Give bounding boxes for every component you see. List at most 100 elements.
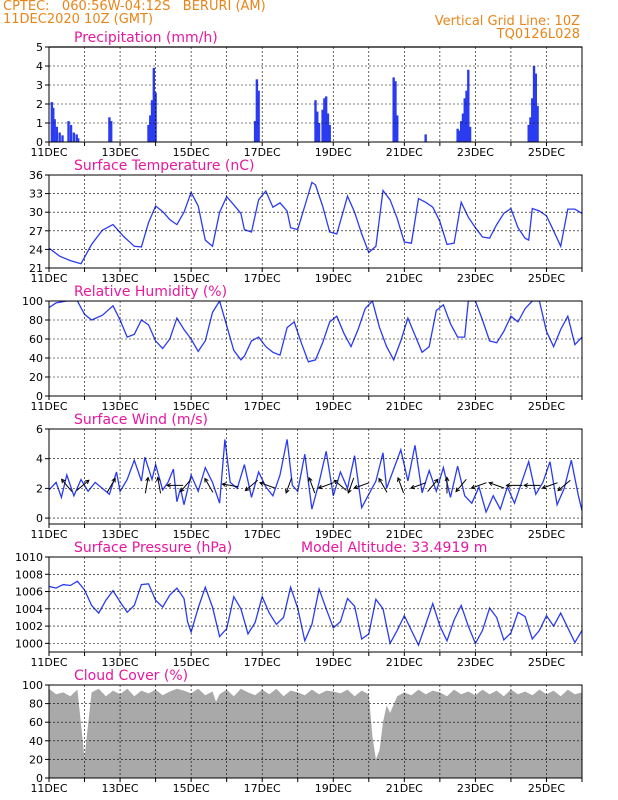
x-tick-label: 19DEC bbox=[315, 528, 352, 541]
panel-frame bbox=[48, 300, 583, 397]
wind-arrow bbox=[354, 482, 370, 489]
precip-bar bbox=[314, 100, 317, 142]
wind-arrow bbox=[378, 478, 388, 493]
wind-arrow-head bbox=[179, 487, 185, 493]
y-tick-label: 24 bbox=[29, 243, 43, 256]
x-tick-label: 23DEC bbox=[457, 146, 494, 159]
precip-bar bbox=[461, 113, 465, 142]
x-tick-label: 19DEC bbox=[315, 146, 352, 159]
series-line bbox=[49, 181, 582, 265]
y-tick-label: 1002 bbox=[15, 620, 43, 633]
y-tick-label: 1006 bbox=[15, 586, 43, 599]
y-tick-label: 2 bbox=[36, 482, 43, 495]
wind-arrow bbox=[259, 482, 276, 489]
wind-arrow-head bbox=[557, 486, 563, 492]
wind-arrow-head bbox=[111, 477, 116, 483]
precip-bar bbox=[468, 126, 472, 142]
panel-title: Relative Humidity (%) bbox=[74, 284, 227, 300]
panel-frame bbox=[48, 428, 583, 525]
y-tick-label: 1 bbox=[36, 117, 43, 130]
x-tick-label: 11DEC bbox=[30, 782, 67, 795]
y-tick-label: 36 bbox=[29, 169, 43, 182]
x-tick-label: 25DEC bbox=[528, 400, 565, 413]
precip-bar bbox=[61, 135, 64, 142]
precip-bar bbox=[392, 77, 395, 142]
y-tick-label: 20 bbox=[29, 753, 43, 766]
precip-bar bbox=[323, 98, 326, 142]
x-tick-label: 15DEC bbox=[173, 272, 210, 285]
x-tick-label: 13DEC bbox=[102, 146, 139, 159]
precip-bar bbox=[527, 124, 530, 142]
x-tick-label: 25DEC bbox=[528, 272, 565, 285]
precip-bar bbox=[394, 81, 397, 142]
panel-frame bbox=[48, 556, 583, 653]
wind-arrow-head bbox=[156, 476, 161, 482]
x-tick-label: 23DEC bbox=[457, 272, 494, 285]
panel-title: Surface Pressure (hPa) bbox=[74, 540, 232, 556]
precip-bar bbox=[109, 121, 113, 142]
y-tick-label: 1004 bbox=[15, 603, 43, 616]
precip-bar bbox=[255, 79, 259, 142]
precip-bar bbox=[326, 113, 330, 142]
x-tick-label: 15DEC bbox=[173, 528, 210, 541]
y-tick-label: 100 bbox=[22, 679, 43, 692]
y-tick-label: 100 bbox=[22, 295, 43, 308]
panel-title: Cloud Cover (%) bbox=[74, 668, 188, 684]
y-tick-label: 40 bbox=[29, 352, 43, 365]
y-tick-label: 80 bbox=[29, 314, 43, 327]
wind-arrow bbox=[204, 478, 214, 493]
wind-arrow bbox=[557, 479, 571, 491]
y-tick-label: 60 bbox=[29, 716, 43, 729]
y-tick-label: 40 bbox=[29, 735, 43, 748]
x-tick-label: 11DEC bbox=[30, 146, 67, 159]
series-line bbox=[49, 580, 582, 647]
y-tick-label: 4 bbox=[36, 60, 43, 73]
x-tick-label: 19DEC bbox=[315, 656, 352, 669]
x-tick-label: 15DEC bbox=[173, 656, 210, 669]
y-tick-label: 3 bbox=[36, 79, 43, 92]
precip-bar bbox=[69, 124, 73, 142]
precip-bar bbox=[531, 98, 534, 142]
y-tick-label: 5 bbox=[36, 41, 43, 54]
header-line1-right: Vertical Grid Line: 10Z bbox=[434, 14, 580, 29]
x-tick-label: 15DEC bbox=[173, 146, 210, 159]
precip-bar bbox=[52, 107, 55, 142]
wind-arrow bbox=[308, 477, 316, 494]
panel-title: Surface Temperature (nC) bbox=[74, 158, 255, 174]
y-tick-label: 30 bbox=[29, 206, 43, 219]
header-line2-left: 11DEC2020 10Z (GMT) bbox=[3, 12, 154, 27]
y-tick-label: 80 bbox=[29, 698, 43, 711]
precip-bar bbox=[463, 98, 466, 142]
wind-arrow bbox=[410, 482, 427, 489]
y-tick-label: 6 bbox=[36, 423, 43, 436]
wind-arrow-head bbox=[221, 482, 227, 487]
cloud-cover-area bbox=[49, 688, 582, 778]
precip-bar bbox=[75, 134, 78, 142]
wind-arrow-head bbox=[396, 476, 402, 482]
y-tick-label: 33 bbox=[29, 188, 43, 201]
precip-bar bbox=[253, 121, 257, 142]
x-tick-label: 15DEC bbox=[173, 782, 210, 795]
wind-arrow bbox=[471, 482, 487, 489]
precip-bar bbox=[529, 117, 532, 142]
y-tick-label: 60 bbox=[29, 333, 43, 346]
x-tick-label: 21DEC bbox=[386, 272, 423, 285]
wind-arrow bbox=[455, 478, 467, 492]
panel-frame bbox=[48, 684, 583, 779]
precip-bar bbox=[154, 92, 157, 142]
wind-arrow-head bbox=[285, 488, 290, 494]
x-tick-label: 17DEC bbox=[244, 656, 281, 669]
precip-bar bbox=[324, 96, 328, 142]
precip-bar bbox=[257, 90, 260, 142]
wind-arrow-head bbox=[488, 481, 494, 487]
precip-bar bbox=[316, 111, 319, 142]
wind-arrow bbox=[222, 483, 239, 488]
wind-arrow-head bbox=[433, 478, 439, 484]
precip-bar bbox=[147, 124, 150, 142]
wind-arrow-head bbox=[244, 486, 250, 492]
precip-bar bbox=[108, 117, 111, 142]
x-tick-label: 25DEC bbox=[528, 146, 565, 159]
x-tick-label: 21DEC bbox=[386, 782, 423, 795]
precip-bar bbox=[534, 73, 538, 142]
